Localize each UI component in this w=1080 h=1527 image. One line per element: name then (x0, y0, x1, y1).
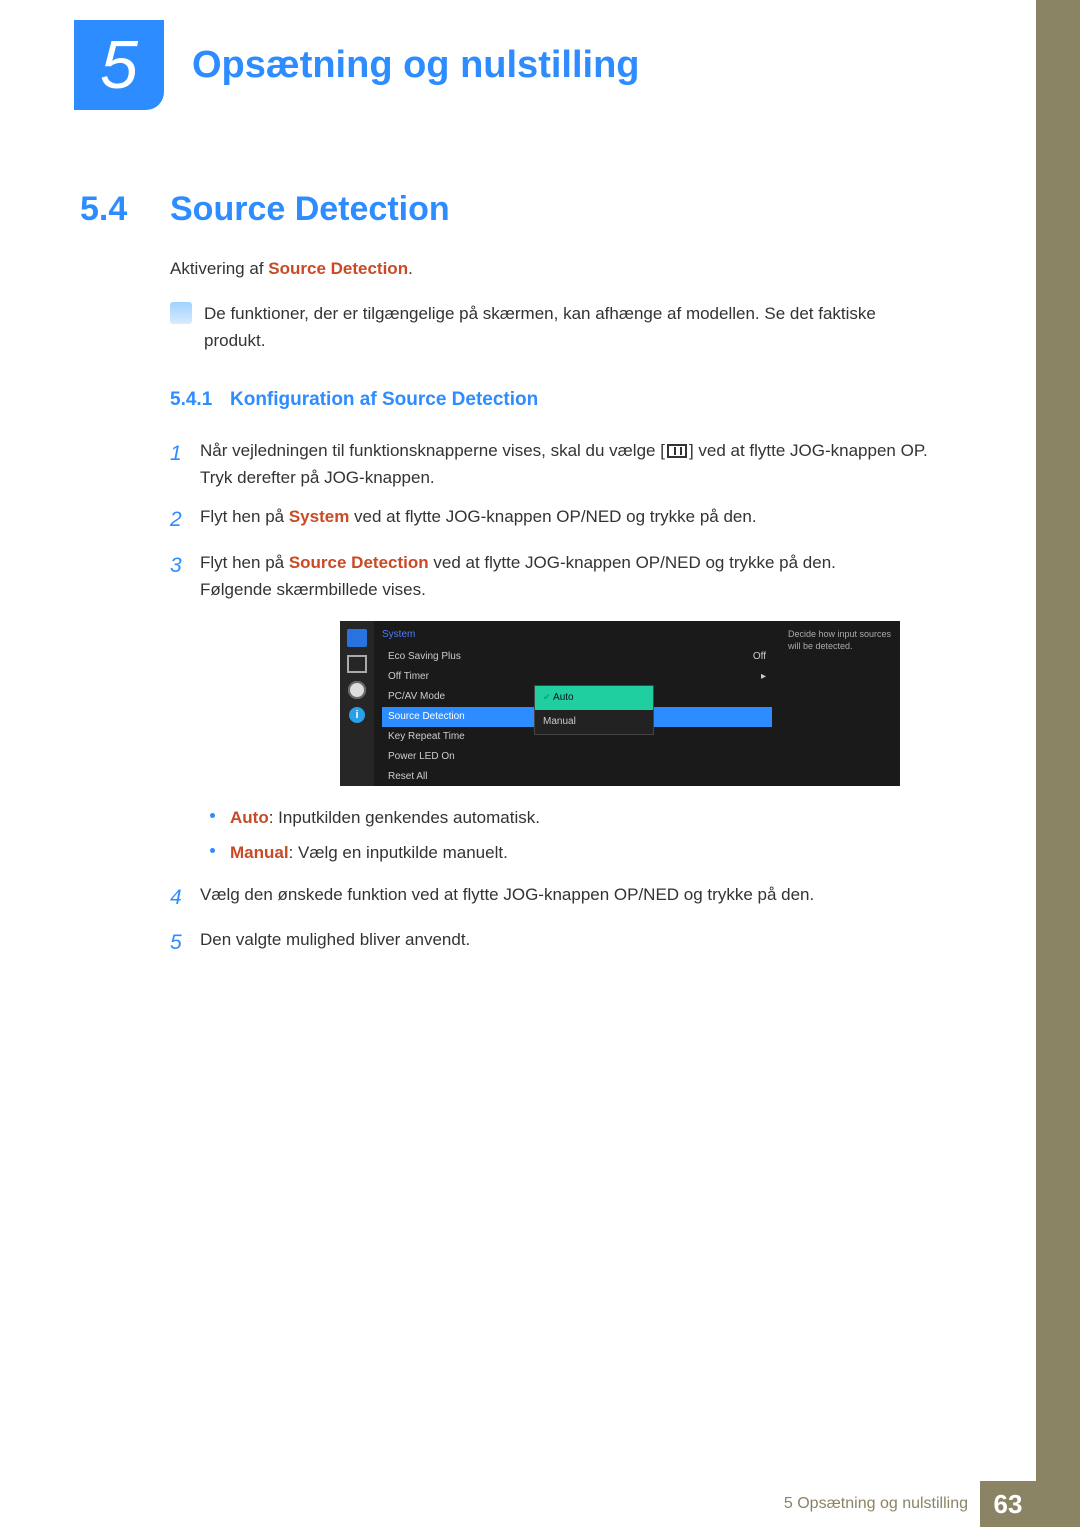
note-icon (170, 302, 192, 324)
chapter-banner: 5 Opsætning og nulstilling (74, 20, 640, 110)
step-number: 4 (170, 881, 200, 915)
step-5: 5 Den valgte mulighed bliver anvendt. (170, 926, 940, 960)
osd-menu-item: Eco Saving Plus Off (382, 647, 772, 667)
bullet-auto-term: Auto (230, 808, 269, 827)
step3-b: ved at flytte JOG-knappen OP/NED og tryk… (429, 553, 836, 572)
gear-icon (348, 681, 366, 699)
osd-item-label: PC/AV Mode (388, 689, 445, 705)
subsection-title: Konfiguration af Source Detection (230, 385, 538, 415)
step-number: 5 (170, 926, 200, 960)
osd-screenshot: i System Eco Saving Plus Off Off Timer ▸ PC/… (340, 621, 900, 786)
osd-item-label: Key Repeat Time (388, 729, 465, 745)
step-text: Den valgte mulighed bliver anvendt. (200, 926, 940, 960)
step-text: Flyt hen på System ved at flytte JOG-kna… (200, 503, 940, 537)
osd-item-label: Source Detection (388, 709, 465, 725)
osd-item-label: Off Timer (388, 669, 429, 685)
monitor-icon (347, 629, 367, 647)
step-number: 2 (170, 503, 200, 537)
section-title: Source Detection (170, 190, 450, 229)
step1-a: Når vejledningen til funktionsknapperne … (200, 441, 665, 460)
footer-page-number: 63 (980, 1481, 1036, 1527)
osd-item-value: ▸ (761, 669, 766, 685)
osd-item-label: Eco Saving Plus (388, 649, 461, 665)
step-1: 1 Når vejledningen til funktionsknappern… (170, 437, 940, 491)
step-text: Når vejledningen til funktionsknapperne … (200, 437, 940, 491)
osd-menu-item: Reset All (382, 767, 772, 787)
bullet-manual-term: Manual (230, 843, 289, 862)
option-bullets: Auto: Inputkilden genkendes automatisk. … (210, 804, 940, 866)
section-heading: 5.4 Source Detection (80, 190, 450, 229)
content-area: Aktivering af Source Detection. De funkt… (170, 255, 940, 972)
step-text: Vælg den ønskede funktion ved at flytte … (200, 881, 940, 915)
right-margin-bar (1036, 0, 1080, 1527)
osd-menu: System Eco Saving Plus Off Off Timer ▸ PC/AV… (374, 621, 780, 786)
osd-menu-item: Off Timer ▸ (382, 667, 772, 687)
info-icon: i (349, 707, 365, 723)
menu-icon (667, 444, 687, 458)
step-text: Flyt hen på Source Detection ved at flyt… (200, 549, 940, 603)
bullet-auto-text: : Inputkilden genkendes automatisk. (269, 808, 540, 827)
intro-suffix: . (408, 259, 413, 278)
bullet-manual-text: : Vælg en inputkilde manuelt. (289, 843, 508, 862)
resize-icon (347, 655, 367, 673)
step-4: 4 Vælg den ønskede funktion ved at flytt… (170, 881, 940, 915)
bullet-auto: Auto: Inputkilden genkendes automatisk. (210, 804, 940, 831)
step2-a: Flyt hen på (200, 507, 289, 526)
footer-chapter-label: 5 Opsætning og nulstilling (784, 1495, 968, 1513)
intro-term: Source Detection (268, 259, 408, 278)
step2-b: ved at flytte JOG-knappen OP/NED og tryk… (349, 507, 756, 526)
step-number: 3 (170, 549, 200, 603)
osd-menu-header: System (382, 627, 772, 643)
step-number: 1 (170, 437, 200, 491)
subsection-number: 5.4.1 (170, 385, 230, 415)
section-number: 5.4 (80, 190, 170, 229)
intro-line: Aktivering af Source Detection. (170, 255, 940, 282)
osd-popup-option: Manual (535, 710, 653, 734)
osd-description-panel: Decide how input sources will be detecte… (780, 621, 900, 786)
chapter-number-badge: 5 (74, 20, 164, 110)
intro-prefix: Aktivering af (170, 259, 268, 278)
page: 5 Opsætning og nulstilling 5.4 Source De… (0, 0, 1036, 1527)
step3-a: Flyt hen på (200, 553, 289, 572)
subsection-heading: 5.4.1 Konfiguration af Source Detection (170, 385, 940, 415)
osd-menu-item: Power LED On (382, 747, 772, 767)
osd-popup: AutoManual (534, 685, 654, 735)
osd-description-text: Decide how input sources will be detecte… (788, 629, 892, 652)
chapter-title: Opsætning og nulstilling (192, 44, 640, 87)
step-3: 3 Flyt hen på Source Detection ved at fl… (170, 549, 940, 603)
osd-icon-column: i (340, 621, 374, 786)
page-footer: 5 Opsætning og nulstilling 63 (784, 1481, 1036, 1527)
osd-item-label: Reset All (388, 769, 427, 785)
step2-term: System (289, 507, 349, 526)
note-row: De funktioner, der er tilgængelige på sk… (170, 300, 940, 354)
step-2: 2 Flyt hen på System ved at flytte JOG-k… (170, 503, 940, 537)
step3-term: Source Detection (289, 553, 429, 572)
note-text: De funktioner, der er tilgængelige på sk… (204, 300, 940, 354)
osd-popup-option: Auto (535, 686, 653, 710)
osd-item-label: Power LED On (388, 749, 455, 765)
bullet-manual: Manual: Vælg en inputkilde manuelt. (210, 839, 940, 866)
osd-item-value: Off (753, 649, 766, 665)
step3-c: Følgende skærmbillede vises. (200, 576, 940, 603)
